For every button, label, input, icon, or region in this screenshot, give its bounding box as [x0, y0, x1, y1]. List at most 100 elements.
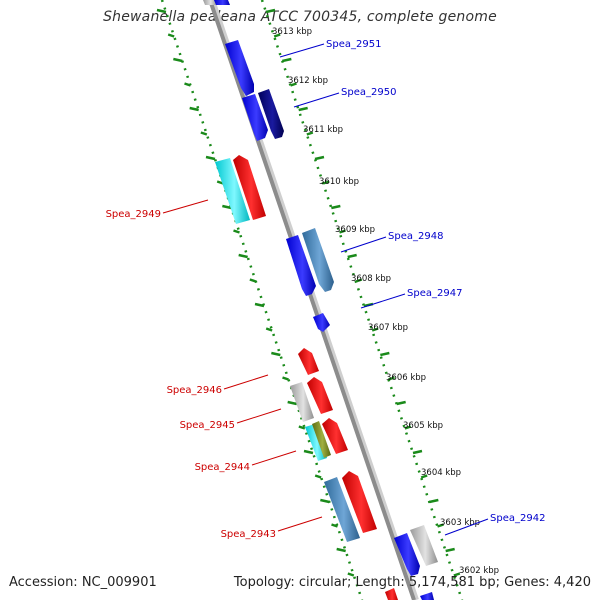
scale-label-3605: 3605 kbp — [403, 421, 443, 431]
gene-arrow-spea-2946-red[interactable] — [307, 377, 333, 414]
scale-tick-inner — [216, 180, 224, 185]
scale-tick-inner — [156, 8, 167, 14]
gene-arrow-spea-2944-olive[interactable] — [312, 421, 331, 458]
gene-arrow-spea-2948-blue[interactable] — [286, 235, 316, 296]
scale-tick-outer — [355, 278, 363, 283]
gene-arrow-spea-2943-red[interactable] — [342, 471, 377, 533]
gene-arrow-top-blue[interactable] — [214, 0, 230, 5]
genome-summary-text: Topology: circular; Length: 5,174,581 bp… — [233, 575, 591, 590]
reverse-gene-labels: Spea_2949 Spea_2946 Spea_2945 Spea_2944 … — [106, 199, 323, 540]
forward-gene-labels: Spea_2951 Spea_2950 Spea_2948 Spea_2947 … — [279, 39, 545, 536]
gene-label-spea-2942[interactable]: Spea_2942 — [490, 513, 545, 524]
scale-tick-inner — [200, 131, 208, 136]
scale-tick-outer — [445, 547, 455, 553]
scale-tick-outer — [282, 57, 292, 63]
scale-tick-inner — [249, 278, 257, 283]
scale-tick-inner — [265, 327, 273, 332]
scale-tick-outer — [371, 327, 379, 332]
scale-tick-inner — [282, 376, 289, 381]
scale-tick-outer — [265, 8, 276, 14]
scale-tick-outer — [437, 523, 444, 528]
callout-line-spea-2947 — [360, 293, 406, 309]
scale-tick-outer — [290, 82, 297, 87]
gene-arrow-spea-2949[interactable] — [233, 155, 266, 220]
scale-tick-outer — [412, 449, 423, 455]
callout-line-spea-2950 — [293, 92, 340, 108]
gene-arrow-bottom-red[interactable] — [385, 588, 398, 600]
scale-label-3608: 3608 kbp — [351, 274, 391, 284]
callout-line-spea-2949 — [162, 199, 209, 214]
scale-label-3609: 3609 kbp — [335, 225, 375, 235]
scale-tick-outer — [429, 498, 439, 504]
gene-arrow-spea-2950[interactable] — [258, 89, 284, 139]
callout-line-spea-2942 — [444, 518, 489, 536]
scale-tick-inner — [173, 57, 183, 63]
scale-tick-inner — [238, 253, 248, 259]
genome-title: Shewanella pealeana ATCC 700345, complet… — [103, 9, 497, 25]
scale-tick-inner — [205, 155, 216, 161]
accession-text: Accession: NC_009901 — [9, 575, 157, 590]
scale-tick-outer — [339, 229, 346, 234]
gene-features — [203, 0, 438, 600]
scale-tick-outer — [404, 425, 412, 430]
gene-arrow-spea-2945[interactable] — [305, 424, 327, 461]
scale-label-3611: 3611 kbp — [303, 125, 343, 135]
scale-tick-inner — [287, 400, 297, 406]
gene-arrow-spea-2951[interactable] — [225, 40, 254, 96]
gene-arrow-spea-2943[interactable] — [324, 477, 360, 542]
guide-line-inner — [160, 0, 364, 600]
scale-tick-outer — [396, 400, 406, 406]
gene-arrow-spea-2946-red-small[interactable] — [298, 348, 319, 375]
callout-line-spea-2948 — [340, 236, 387, 253]
gene-arrow-spea-2950-blue[interactable] — [242, 94, 268, 141]
gene-arrow-spea-2949-cyan[interactable] — [215, 158, 250, 224]
gene-label-spea-2945[interactable]: Spea_2945 — [180, 420, 235, 431]
gene-arrow-spea-2946[interactable] — [290, 382, 314, 422]
scale-tick-outer — [273, 33, 281, 38]
gene-label-spea-2946[interactable]: Spea_2946 — [167, 385, 222, 396]
scale-tick-outer — [453, 572, 461, 577]
scale-label-3612: 3612 kbp — [288, 76, 328, 86]
gene-label-spea-2947[interactable]: Spea_2947 — [407, 288, 462, 299]
gene-arrow-spea-2942[interactable] — [410, 525, 438, 566]
scale-label-3606: 3606 kbp — [386, 373, 426, 383]
scale-tick-outer — [331, 204, 341, 210]
scale-tick-inner — [254, 302, 265, 308]
scale-tick-inner — [298, 425, 306, 430]
gene-arrow-bottom-blue[interactable] — [420, 592, 434, 600]
scale-tick-outer — [322, 180, 330, 185]
scale-tick-outer — [347, 253, 357, 259]
gene-label-spea-2949[interactable]: Spea_2949 — [106, 209, 161, 220]
gene-arrow-spea-2942-blue[interactable] — [394, 533, 420, 576]
scale-tick-outer — [380, 351, 390, 357]
gene-arrow-spea-2948[interactable] — [302, 228, 334, 292]
scale-ticks-outer — [265, 8, 461, 577]
gene-arrow-spea-2947[interactable] — [313, 313, 330, 332]
scale-label-3604: 3604 kbp — [421, 468, 461, 478]
scale-tick-inner — [222, 204, 232, 210]
gene-arrow-top-gray[interactable] — [203, 0, 217, 5]
scale-label-3613: 3613 kbp — [272, 27, 312, 37]
scale-tick-outer — [314, 155, 325, 161]
gene-label-spea-2943[interactable]: Spea_2943 — [221, 529, 276, 540]
scale-tick-outer — [306, 131, 314, 136]
scale-tick-inner — [303, 449, 314, 455]
scale-tick-inner — [336, 547, 346, 553]
scale-labels: 3613 kbp 3612 kbp 3611 kbp 3610 kbp 3609… — [272, 27, 499, 576]
scale-tick-outer — [388, 376, 395, 381]
gene-label-spea-2944[interactable]: Spea_2944 — [195, 462, 250, 473]
gene-label-spea-2948[interactable]: Spea_2948 — [388, 231, 443, 242]
scale-tick-outer — [420, 474, 428, 479]
scale-tick-inner — [320, 498, 330, 504]
callout-line-spea-2944 — [251, 450, 297, 466]
scale-label-3603: 3603 kbp — [440, 518, 480, 528]
gene-label-spea-2950[interactable]: Spea_2950 — [341, 87, 396, 98]
callout-line-spea-2951 — [279, 43, 325, 58]
scale-tick-inner — [184, 82, 191, 87]
scale-tick-inner — [314, 474, 322, 479]
scale-ticks-inner — [156, 8, 355, 577]
gene-arrow-spea-2944[interactable] — [322, 418, 348, 454]
gene-label-spea-2951[interactable]: Spea_2951 — [326, 39, 381, 50]
scale-label-3607: 3607 kbp — [368, 323, 408, 333]
